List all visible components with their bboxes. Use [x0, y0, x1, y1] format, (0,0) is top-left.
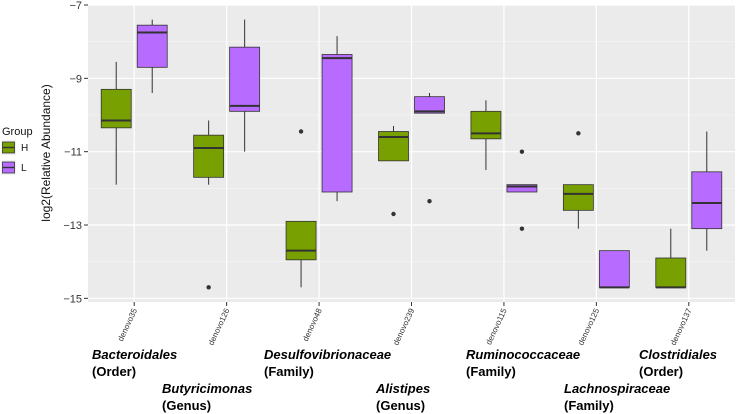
box-iqr — [321, 54, 353, 193]
box-L-denovo137 — [691, 131, 723, 251]
annotation-rank: (Order) — [92, 364, 137, 379]
box-iqr — [100, 88, 132, 129]
annotation-name: Bacteroidales — [92, 347, 178, 362]
legend-label: L — [21, 163, 27, 174]
box-outlier — [576, 131, 581, 136]
grid-lines — [88, 4, 735, 302]
box-outlier — [298, 129, 304, 134]
legend-item-H: H — [1, 140, 28, 155]
x-tick-label: denovo35 — [116, 307, 139, 343]
box-outlier — [427, 198, 432, 204]
y-tick-label: −7 — [69, 0, 82, 12]
box-H-denovo48 — [285, 129, 317, 288]
annotation-rank: (Order) — [639, 364, 684, 379]
annotation-rank: (Family) — [264, 364, 314, 379]
box-outlier — [206, 285, 211, 290]
box-outlier — [519, 149, 525, 154]
legend-label: H — [21, 143, 28, 154]
annotation-rank: (Family) — [564, 398, 614, 413]
box-iqr — [378, 131, 409, 162]
x-tick-label: denovo126 — [207, 307, 232, 347]
box-iqr — [414, 96, 445, 114]
annotation-name: Lachnospiraceae — [564, 381, 671, 396]
box-iqr — [136, 24, 168, 68]
box-iqr — [229, 46, 261, 112]
box-H-denovo137 — [655, 228, 687, 289]
annotation-rank: (Family) — [466, 364, 516, 379]
box-iqr — [193, 134, 225, 178]
box-L-denovo35 — [136, 19, 168, 93]
y-axis: −15 −13 −11 −9 −7 — [63, 0, 88, 305]
y-tick-label: −11 — [64, 147, 82, 159]
annotation-lachnospiraceae: Lachnospiraceae (Family) — [564, 380, 670, 414]
legend-item-L: L — [1, 160, 27, 175]
box-H-denovo126 — [193, 120, 225, 290]
legend: Group HL — [1, 126, 33, 175]
x-tick-label: denovo239 — [391, 307, 416, 347]
box-H-denovo35 — [100, 61, 132, 185]
box-L-denovo48 — [321, 36, 353, 202]
box-L-denovo125 — [598, 250, 630, 289]
box-L-denovo115 — [506, 149, 538, 231]
x-tick-label: denovo125 — [576, 307, 601, 347]
box-iqr — [691, 171, 723, 230]
box-iqr — [655, 257, 687, 288]
annotation-alistipes: Alistipes (Genus) — [376, 380, 430, 414]
annotation-rank: (Genus) — [376, 398, 426, 413]
box-outlier — [519, 226, 525, 231]
box-iqr — [598, 250, 630, 288]
box-H-denovo115 — [470, 100, 502, 170]
y-axis-title: log2(Relative Abundance) — [39, 84, 53, 221]
annotation-butyricimonas: Butyricimonas (Genus) — [162, 380, 252, 414]
y-tick-label: −15 — [63, 293, 82, 305]
annotation-rank: (Genus) — [162, 398, 212, 413]
box-outlier — [391, 211, 396, 217]
annotation-name: Desulfovibrionaceae — [264, 347, 392, 362]
x-tick-label: denovo48 — [301, 307, 324, 343]
annotation-ruminococcaceae: Ruminococcaceae (Family) — [466, 346, 580, 380]
y-tick-label: −9 — [69, 73, 82, 85]
annotation-bacteroidales: Bacteroidales (Order) — [92, 346, 177, 380]
annotation-clostridiales: Clostridiales (Order) — [639, 346, 717, 380]
x-tick-label: denovo137 — [669, 307, 694, 347]
box-iqr — [506, 184, 538, 193]
legend-title: Group — [2, 126, 33, 138]
annotation-name: Ruminococcaceae — [466, 347, 581, 362]
x-tick-label: denovo115 — [484, 307, 509, 347]
box-L-denovo126 — [229, 19, 261, 152]
annotation-name: Butyricimonas — [162, 381, 253, 396]
y-tick-label: −13 — [63, 220, 82, 232]
box-iqr — [285, 220, 317, 261]
box-H-denovo125 — [562, 131, 594, 229]
annotation-name: Alistipes — [376, 381, 431, 396]
annotation-desulfovibrionaceae: Desulfovibrionaceae (Family) — [264, 346, 391, 380]
box-L-denovo239 — [414, 93, 445, 204]
box-iqr — [470, 110, 502, 140]
x-axis: denovo35 denovo126 denovo48 denovo239 denovo… — [116, 302, 694, 347]
boxes-layer — [100, 19, 723, 290]
annotation-name: Clostridiales — [639, 347, 718, 362]
box-H-denovo239 — [378, 126, 409, 217]
box-iqr — [562, 184, 594, 211]
